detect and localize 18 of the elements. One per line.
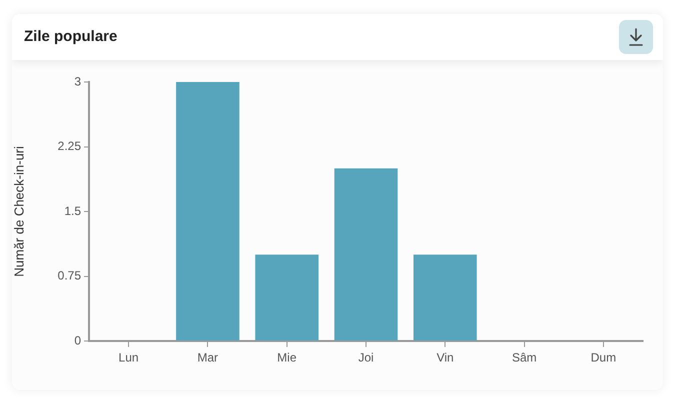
y-tick-label: 0.75 — [58, 268, 82, 283]
bar — [176, 82, 240, 340]
y-axis-title: Număr de Check-in-uri — [11, 146, 26, 277]
x-tick-label: Mie — [277, 350, 297, 365]
y-tick-label: 3 — [74, 74, 82, 88]
chart-title: Zile populare — [24, 27, 118, 47]
x-tick-label: Vin — [436, 350, 454, 365]
y-tick-label: 1.5 — [64, 204, 82, 218]
x-tick-label: Dum — [590, 350, 616, 365]
x-tick-label: Lun — [118, 350, 139, 365]
x-tick-label: Mar — [197, 350, 218, 365]
y-tick-label: 2.25 — [58, 139, 82, 154]
bar — [255, 254, 319, 340]
x-tick-label: Joi — [358, 350, 374, 365]
x-tick-label: Sâm — [512, 350, 537, 365]
y-tick-label: 0 — [74, 333, 82, 348]
bar — [334, 168, 398, 340]
bar — [413, 254, 477, 340]
